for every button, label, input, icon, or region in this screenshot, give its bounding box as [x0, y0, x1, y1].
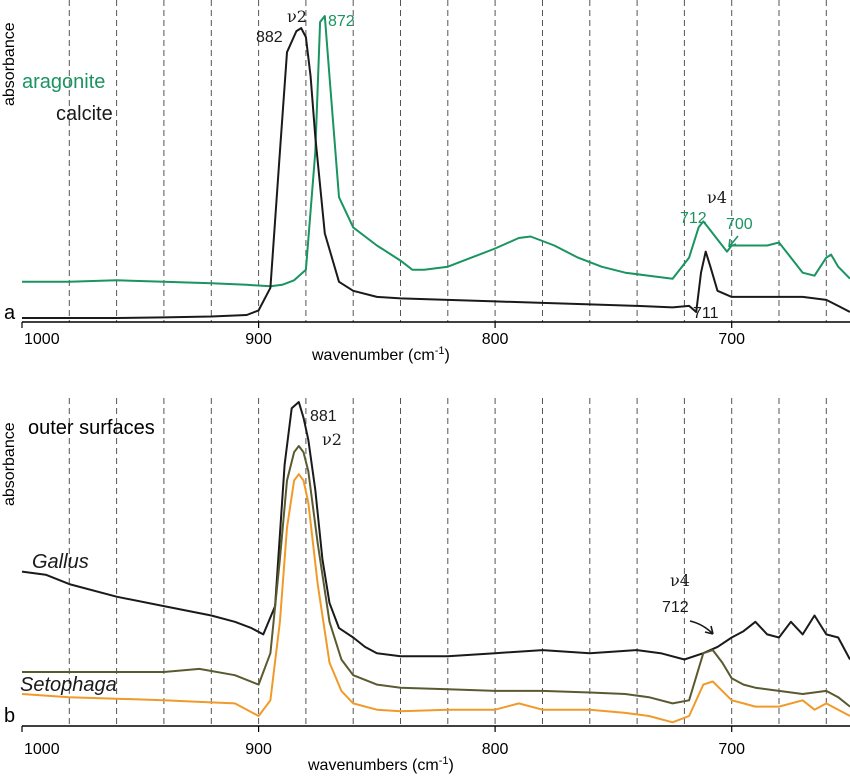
annot-881: 881: [310, 408, 337, 425]
x-tick-label-0: 1000: [24, 331, 60, 348]
panel-a-series: [22, 15, 850, 319]
panel-a-xlabel: wavenumber (cm-1): [311, 345, 450, 364]
label-gallus: Gallus: [32, 551, 89, 573]
panel-b-xlabel-close: ): [448, 757, 453, 774]
panel-b-xlabel-sup: -1: [439, 755, 449, 767]
annot-nu4-b: ν4: [670, 571, 690, 590]
panel-b-gridlines: [68, 398, 827, 726]
annot-711: 711: [693, 305, 719, 322]
panel-a-chart: 1000 900 800 700 absorbance a wavenumber (c…: [1, 0, 850, 364]
annot-nu2-a: ν2: [287, 7, 307, 26]
panel-b-series: [21, 401, 850, 724]
annot-712-a: 712: [680, 210, 707, 227]
annot-882: 882: [256, 29, 283, 46]
x-tick-label-2: 800: [482, 741, 509, 758]
x-tick-label-1: 900: [245, 741, 272, 758]
panel-b-label: b: [4, 705, 15, 727]
annot-nu2-b: ν2: [322, 430, 342, 449]
annot-712-b: 712: [662, 599, 689, 616]
panel-b-xlabel-main: wavenumbers (cm: [307, 757, 439, 774]
series-line-gallus: [21, 401, 850, 661]
arrow-712: [689, 620, 714, 635]
label-setophaga: Setophaga: [20, 674, 117, 696]
panel-a-label: a: [4, 302, 16, 324]
panel-b-chart: 1000 900 800 700 absorbance b wavenumbers (…: [1, 398, 850, 774]
panel-b-xlabel: wavenumbers (cm-1): [307, 755, 454, 774]
panel-a-xlabel-sup: -1: [435, 345, 445, 357]
x-tick-label-3: 700: [718, 741, 745, 758]
panel-a-xlabel-main: wavenumber (cm: [311, 347, 435, 364]
series-line-calcite: [22, 27, 850, 319]
annot-872: 872: [328, 13, 355, 30]
series-line-series-2: [21, 473, 850, 724]
panel-a-ticks: 1000 900 800 700: [21, 322, 745, 348]
panel-b-ticks: 1000 900 800 700: [21, 726, 745, 758]
arrow-700: [728, 235, 739, 248]
x-tick-label-3: 700: [718, 331, 745, 348]
annot-700: 700: [726, 216, 753, 233]
series-line-setophaga: [22, 445, 850, 708]
x-tick-label-2: 800: [482, 331, 509, 348]
panel-b-ylabel: absorbance: [1, 422, 18, 506]
panel-a-ylabel: absorbance: [1, 22, 18, 106]
panel-a-xlabel-close: ): [444, 347, 449, 364]
annot-nu4-a: ν4: [707, 188, 727, 207]
legend-aragonite: aragonite: [22, 71, 105, 93]
panel-b-header: outer surfaces: [28, 417, 155, 439]
x-tick-label-1: 900: [245, 331, 272, 348]
series-line-aragonite: [22, 15, 850, 288]
legend-calcite: calcite: [56, 103, 113, 125]
x-tick-label-0: 1000: [24, 741, 60, 758]
panel-a-gridlines: [68, 0, 827, 322]
